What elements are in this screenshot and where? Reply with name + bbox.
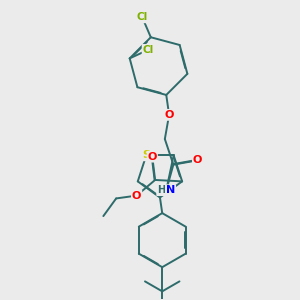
Text: O: O (148, 152, 157, 162)
Text: Cl: Cl (142, 45, 154, 55)
Text: Cl: Cl (136, 12, 148, 22)
Text: S: S (142, 150, 150, 160)
Text: O: O (164, 110, 174, 120)
Text: O: O (193, 155, 202, 165)
Text: H: H (157, 185, 165, 195)
Text: N: N (166, 185, 175, 195)
Text: O: O (132, 190, 141, 201)
